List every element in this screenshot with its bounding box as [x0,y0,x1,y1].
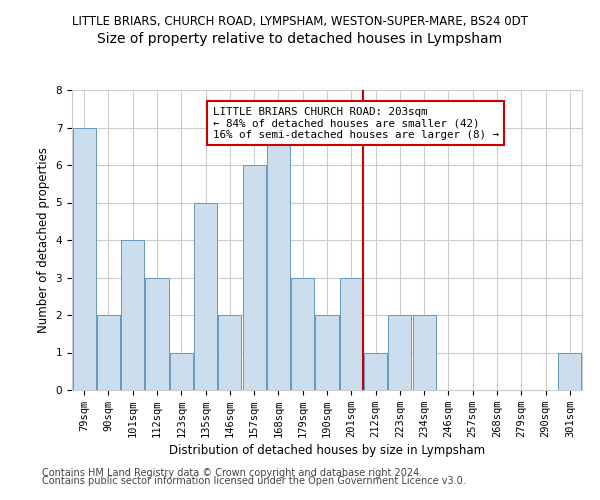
Bar [73,128,95,390]
Bar [364,352,387,390]
Bar [291,278,314,390]
Bar [316,315,338,390]
X-axis label: Distribution of detached houses by size in Lympsham: Distribution of detached houses by size … [169,444,485,457]
Text: Size of property relative to detached houses in Lympsham: Size of property relative to detached ho… [97,32,503,46]
Bar [413,315,436,390]
Bar [145,278,169,390]
Text: LITTLE BRIARS CHURCH ROAD: 203sqm
← 84% of detached houses are smaller (42)
16% : LITTLE BRIARS CHURCH ROAD: 203sqm ← 84% … [213,107,499,140]
Y-axis label: Number of detached properties: Number of detached properties [37,147,50,333]
Bar [170,352,193,390]
Bar [340,278,363,390]
Text: LITTLE BRIARS, CHURCH ROAD, LYMPSHAM, WESTON-SUPER-MARE, BS24 0DT: LITTLE BRIARS, CHURCH ROAD, LYMPSHAM, WE… [72,15,528,28]
Bar [97,315,120,390]
Bar [242,165,266,390]
Bar [121,240,144,390]
Bar [267,128,290,390]
Bar [194,202,217,390]
Bar [388,315,412,390]
Bar [218,315,241,390]
Text: Contains public sector information licensed under the Open Government Licence v3: Contains public sector information licen… [42,476,466,486]
Bar [559,352,581,390]
Text: Contains HM Land Registry data © Crown copyright and database right 2024.: Contains HM Land Registry data © Crown c… [42,468,422,477]
